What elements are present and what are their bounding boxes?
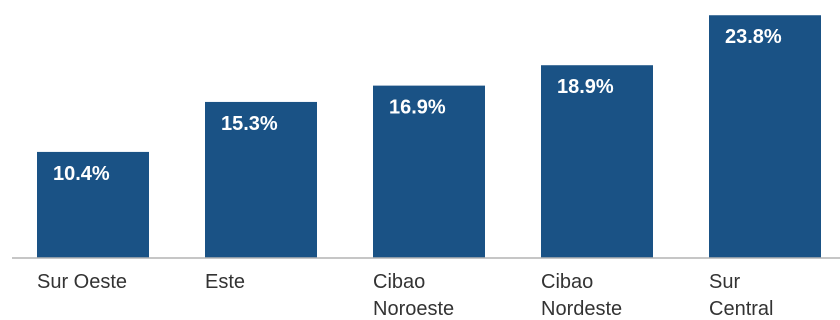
category-label-line: Este: [205, 271, 245, 293]
value-labels-group: 10.4% 15.3% 16.9% 18.9% 23.8%: [53, 26, 782, 185]
bar-value-label: 10.4%: [53, 163, 110, 185]
category-label-line: Cibao: [541, 271, 593, 293]
category-label: Cibao Noroeste: [373, 271, 454, 320]
bar-3: [541, 65, 653, 258]
category-labels-group: Sur Oeste Este Cibao Noroeste Cibao Nordeste S…: [37, 271, 773, 320]
bar-1: [205, 101, 317, 258]
bar-value-label: 15.3%: [221, 113, 278, 135]
category-label-line: Noroeste: [373, 298, 454, 320]
category-label-line: Central: [709, 298, 773, 320]
bar-2: [373, 85, 485, 259]
bars-group: [37, 15, 821, 259]
category-label-line: Sur: [709, 271, 740, 293]
bar-4: [709, 15, 821, 258]
bar-value-label: 18.9%: [557, 76, 614, 98]
category-label-line: Nordeste: [541, 298, 622, 320]
category-label: Sur Oeste: [37, 271, 127, 293]
bar-0: [37, 151, 149, 258]
bar-value-label: 23.8%: [725, 26, 782, 48]
category-label: Cibao Nordeste: [541, 271, 622, 320]
category-label-line: Sur Oeste: [37, 271, 127, 293]
bar-value-label: 16.9%: [389, 97, 446, 119]
category-label-line: Cibao: [373, 271, 425, 293]
category-label: Sur Central: [709, 271, 773, 320]
category-label: Este: [205, 271, 245, 293]
